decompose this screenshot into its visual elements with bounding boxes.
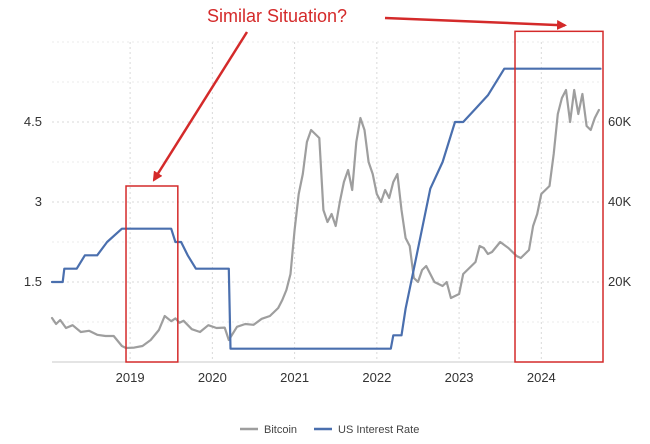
legend: Bitcoin US Interest Rate <box>240 424 419 436</box>
annotation-arrow <box>384 16 568 31</box>
annotation-arrow <box>152 31 249 182</box>
annotation-label: Similar Situation? <box>207 6 347 26</box>
series-layer <box>50 67 602 350</box>
axis-labels: 2019 2020 2021 2022 2023 2024 1.5 3 4.5 20K 40K 60K <box>24 114 632 385</box>
legend-label: Bitcoin <box>264 424 297 436</box>
y-right-tick-label: 20K <box>608 274 631 289</box>
x-tick-label: 2020 <box>198 370 227 385</box>
y-left-tick-label: 3 <box>35 194 42 209</box>
x-tick-label: 2024 <box>527 370 556 385</box>
x-tick-label: 2021 <box>280 370 309 385</box>
annotation-box <box>125 185 179 363</box>
series-line-us-interest-rate <box>50 67 602 350</box>
x-tick-label: 2019 <box>116 370 145 385</box>
y-right-tick-label: 60K <box>608 114 631 129</box>
annotation-layer: Similar Situation? <box>125 6 604 363</box>
y-right-tick-label: 40K <box>608 194 631 209</box>
x-tick-label: 2023 <box>445 370 474 385</box>
legend-label: US Interest Rate <box>338 424 419 436</box>
x-tick-label: 2022 <box>362 370 391 385</box>
annotation-box <box>514 30 604 363</box>
series-line-bitcoin <box>50 88 601 350</box>
y-left-tick-label: 1.5 <box>24 274 42 289</box>
grid <box>52 41 603 363</box>
y-left-tick-label: 4.5 <box>24 114 42 129</box>
